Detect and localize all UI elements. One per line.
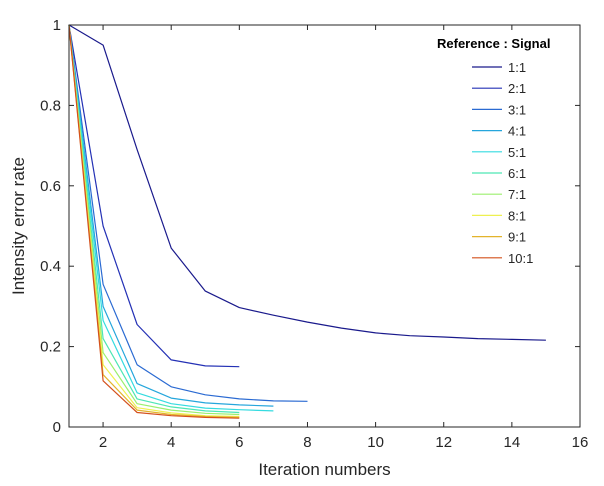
legend-label-8: 8:1 [508,208,526,223]
series-line-2 [68,24,240,368]
y-tick-label: 1 [53,17,61,34]
series-line-6 [68,24,240,414]
legend-label-3: 3:1 [508,102,526,117]
legend-title: Reference : Signal [437,36,550,51]
series-layer [68,24,546,419]
x-tick-label: 6 [235,434,243,451]
x-tick-label: 10 [367,434,384,451]
series-line-5 [68,24,274,412]
x-tick-label: 4 [167,434,175,451]
legend-label-1: 1:1 [508,60,526,75]
legend-label-7: 7:1 [508,187,526,202]
legend-label-6: 6:1 [508,166,526,181]
x-tick-label: 14 [504,434,521,451]
x-tick-label: 8 [303,434,311,451]
series-line-10 [68,24,240,419]
legend-label-5: 5:1 [508,145,526,160]
x-tick-label: 12 [435,434,452,451]
x-axis-title: Iteration numbers [258,460,390,479]
y-axis-title: Intensity error rate [9,157,28,295]
x-tick-label: 2 [99,434,107,451]
series-line-1 [68,24,546,341]
plot-frame [68,24,581,428]
tick-layer: 2 4 6 8 10 12 14 16 0 0.2 0.4 0.6 0.8 1 [40,17,588,451]
series-line-8 [68,24,240,418]
legend-label-10: 10:1 [508,251,533,266]
x-tick-label: 16 [572,434,589,451]
series-line-4 [68,24,274,407]
series-line-7 [68,24,240,416]
legend-label-9: 9:1 [508,230,526,245]
y-tick-label: 0.8 [40,97,61,114]
series-line-3 [68,24,308,402]
legend-label-4: 4:1 [508,124,526,139]
legend: Reference : Signal 1:1 2:1 3:1 4:1 5:1 6:1 7:1… [437,36,550,266]
legend-items: 1:1 2:1 3:1 4:1 5:1 6:1 7:1 8:1 9:1 10:1 [472,60,533,266]
y-tick-label: 0.6 [40,178,61,195]
y-tick-label: 0.4 [40,258,61,275]
legend-label-2: 2:1 [508,81,526,96]
y-tick-label: 0 [53,419,61,436]
plot-background [69,25,580,427]
y-tick-label: 0.2 [40,339,61,356]
